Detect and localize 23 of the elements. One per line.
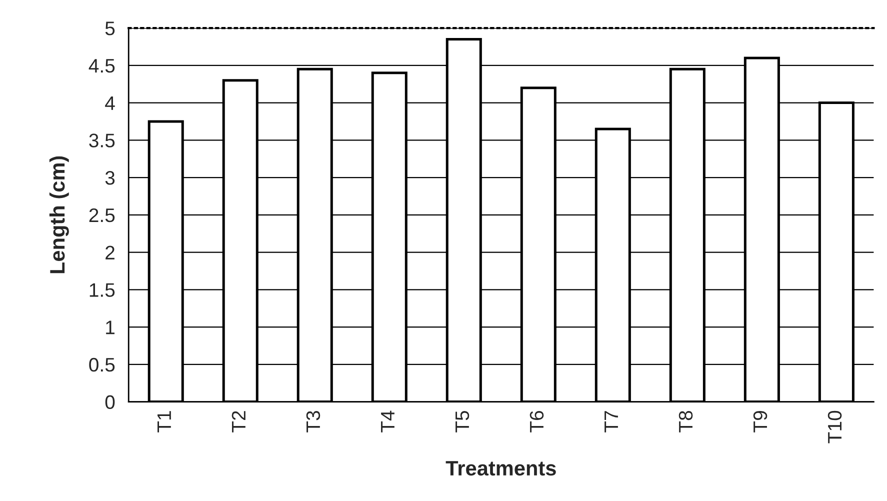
y-tick-label: 0: [105, 395, 115, 410]
y-tick-label: 2.5: [89, 208, 115, 222]
y-tick-label: 4: [105, 96, 115, 110]
x-tick-label: T4: [381, 410, 394, 432]
x-tick-label: T6: [530, 410, 544, 432]
x-tick-label: T8: [678, 410, 693, 432]
x-tick-label: T3: [306, 410, 320, 432]
x-axis-title: Treatments: [446, 461, 556, 476]
y-tick-label: 3.5: [89, 134, 115, 148]
y-tick-label: 5: [105, 22, 115, 36]
y-tick-label: 1.5: [90, 283, 115, 297]
y-tick-label: 4.5: [88, 59, 115, 73]
x-tick-label: T1: [158, 411, 171, 432]
x-tick-label: T10: [828, 410, 842, 444]
x-tick-label: T7: [604, 411, 618, 432]
y-tick-label: 1: [106, 320, 114, 334]
x-tick-label: T2: [232, 411, 246, 432]
x-tick-label: T5: [456, 410, 470, 432]
y-axis-title: Length (cm): [49, 156, 69, 274]
y-tick-label: 0.5: [89, 358, 115, 372]
y-tick-label: 2: [106, 246, 114, 260]
y-tick-label: 3: [105, 171, 115, 185]
x-tick-label: T9: [753, 411, 768, 432]
